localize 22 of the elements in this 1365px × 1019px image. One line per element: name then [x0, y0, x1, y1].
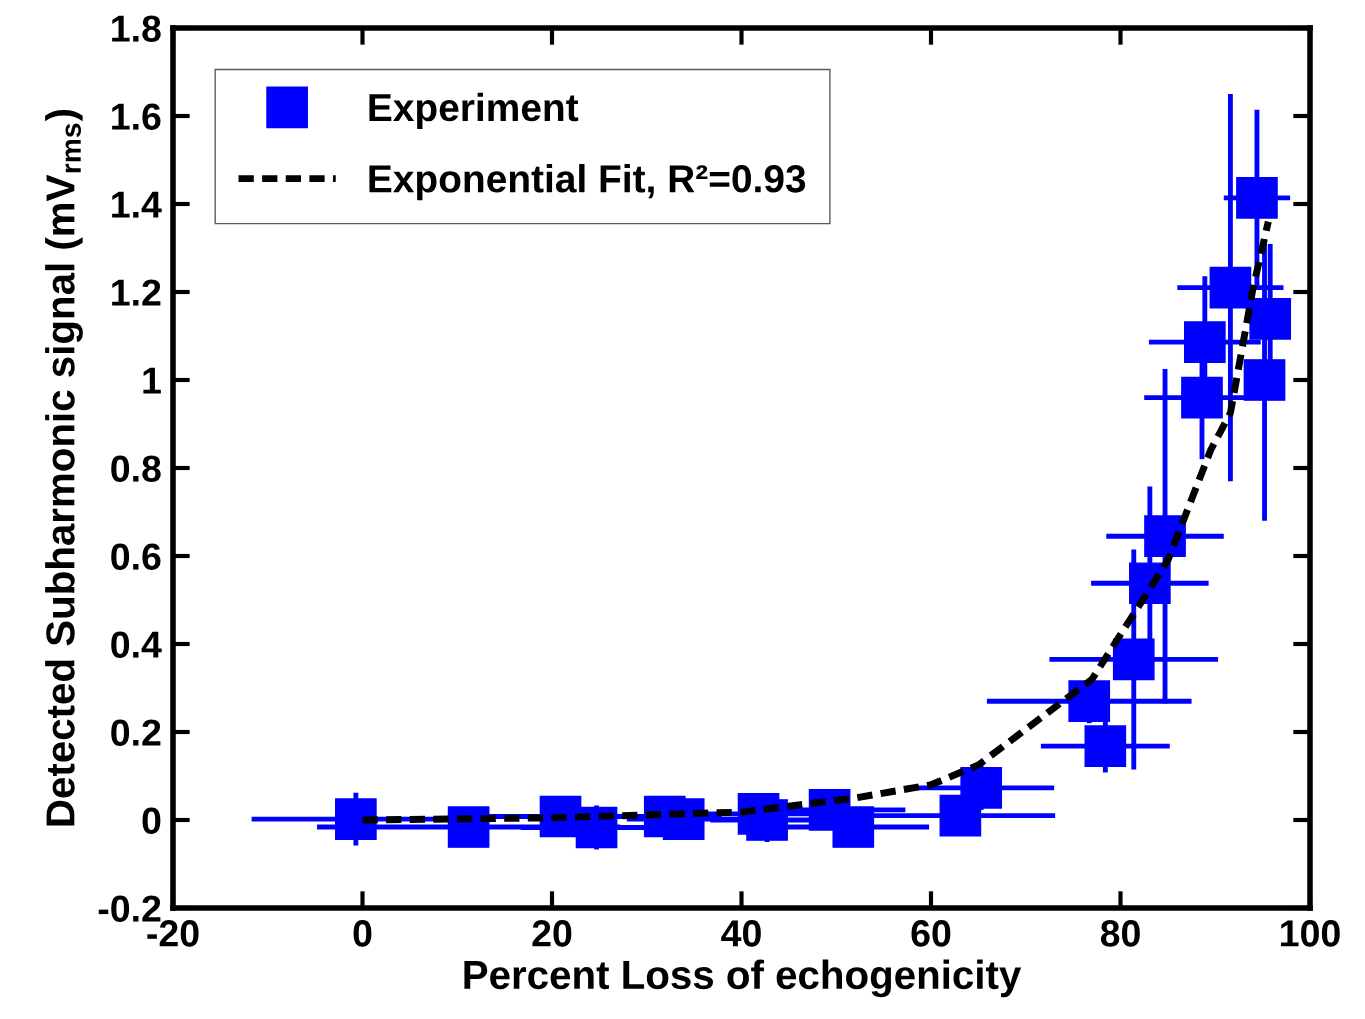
y-tick-label: 0.8	[111, 455, 161, 482]
y-tick-label: 0.2	[111, 719, 161, 746]
y-tick-label: 1.4	[112, 191, 162, 218]
x-axis-title: Percent Loss of echogenicity	[464, 959, 1022, 998]
y-tick-label: -0.2	[98, 895, 161, 922]
y-tick-label: 0.6	[111, 543, 161, 570]
y-tick-label: 1.8	[112, 15, 161, 42]
x-tick-label: 60	[911, 920, 951, 947]
legend-label: Exponential Fit, R²=0.93	[369, 164, 806, 201]
x-tick-label: 0	[353, 920, 372, 947]
x-tick-label: 20	[532, 920, 572, 947]
x-tick-label: 40	[721, 920, 761, 947]
y-tick-label: 1	[143, 367, 161, 394]
y-tick-label: 0.4	[111, 631, 162, 658]
y-tick-label: 1.6	[112, 103, 161, 130]
x-tick-label: 80	[1100, 920, 1140, 947]
y-tick-label: 0	[142, 807, 161, 834]
legend-label: Experiment	[369, 92, 579, 130]
x-tick-label: 100	[1281, 920, 1340, 947]
y-axis-title: Detected Subharmonic signal (mV$_{rms}$)	[45, 109, 83, 826]
x-tick-label: -20	[147, 920, 199, 947]
y-tick-label: 1.2	[112, 279, 161, 306]
